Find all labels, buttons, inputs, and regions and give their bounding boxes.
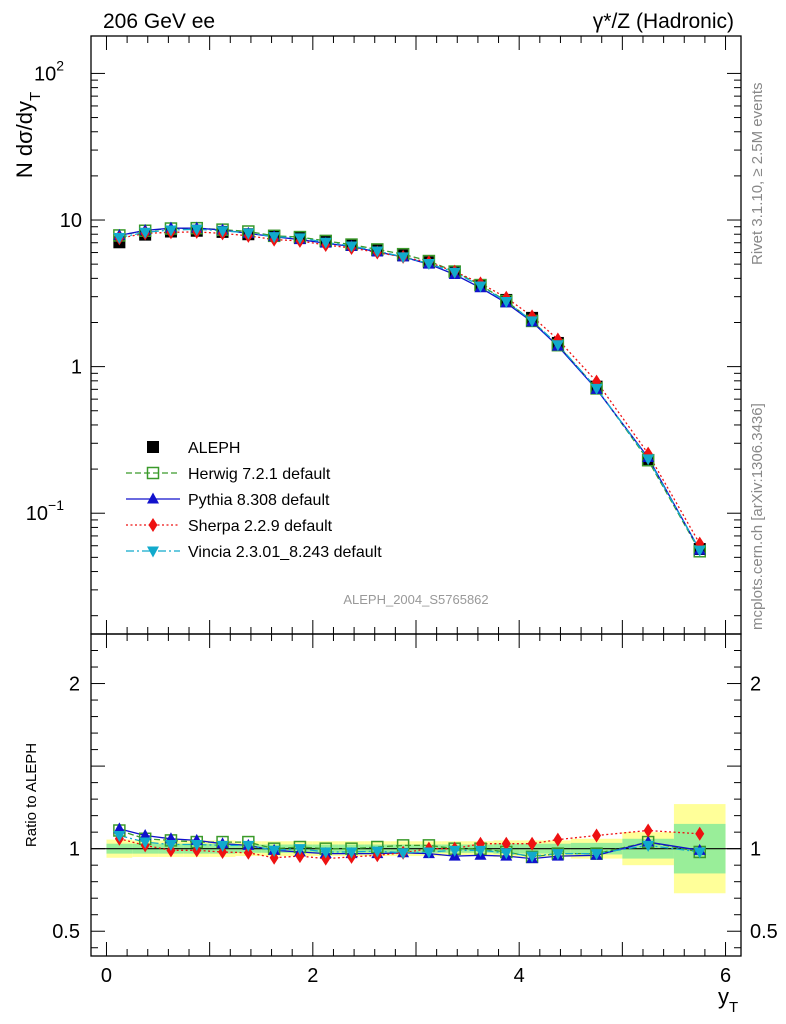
point-vincia-2-3-01-8-243-default bbox=[164, 225, 177, 237]
point-vincia-2-3-01-8-243-default bbox=[371, 246, 384, 258]
point-vincia-2-3-01-8-243-default bbox=[190, 224, 203, 236]
point-vincia-2-3-01-8-243-default bbox=[139, 227, 152, 239]
legend-marker-pythia-8-308-default bbox=[147, 492, 159, 504]
header-left: 206 GeV ee bbox=[103, 10, 215, 33]
legend-label-pythia-8-308-default: Pythia 8.308 default bbox=[188, 492, 330, 509]
ratio-point-sherpa-2-2-9-default bbox=[269, 850, 279, 865]
x-tick-label: 0 bbox=[101, 965, 112, 987]
ratio-point-vincia-2-3-01-8-243-default bbox=[190, 840, 203, 852]
legend-label-vincia-2-3-01-8-243-default: Vincia 2.3.01_8.243 default bbox=[188, 544, 382, 561]
point-vincia-2-3-01-8-243-default bbox=[448, 267, 461, 279]
ratio-point-vincia-2-3-01-8-243-default bbox=[319, 847, 332, 859]
main-ylabel: N dσ/dyT bbox=[12, 92, 44, 178]
ratio-frame bbox=[90, 633, 742, 957]
x-tick-label: 4 bbox=[514, 965, 525, 987]
ratio-y-tick-label-right: 2 bbox=[750, 674, 761, 696]
ratio-xlabel: yT bbox=[718, 984, 738, 1016]
point-vincia-2-3-01-8-243-default bbox=[242, 228, 255, 240]
point-vincia-2-3-01-8-243-default bbox=[500, 297, 513, 309]
ratio-point-vincia-2-3-01-8-243-default bbox=[590, 849, 603, 861]
point-vincia-2-3-01-8-243-default bbox=[113, 232, 126, 244]
ratio-y-tick-label-right: 0.5 bbox=[750, 921, 778, 943]
ratio-point-sherpa-2-2-9-default bbox=[295, 849, 305, 864]
point-vincia-2-3-01-8-243-default bbox=[474, 281, 487, 293]
y-tick-label: 102 bbox=[34, 57, 64, 85]
point-vincia-2-3-01-8-243-default bbox=[642, 454, 655, 466]
legend-marker-aleph bbox=[147, 441, 159, 453]
ratio-point-vincia-2-3-01-8-243-default bbox=[242, 840, 255, 852]
ratio-y-tick-label: 2 bbox=[69, 674, 80, 696]
legend-label-aleph: ALEPH bbox=[188, 440, 240, 457]
point-vincia-2-3-01-8-243-default bbox=[590, 383, 603, 395]
legend-marker-sherpa-2-2-9-default bbox=[148, 518, 158, 532]
ratio-point-pythia-8-308-default bbox=[139, 828, 152, 840]
point-vincia-2-3-01-8-243-default bbox=[293, 233, 306, 245]
ratio-point-vincia-2-3-01-8-243-default bbox=[216, 840, 229, 852]
ratio-ylabel: Ratio to ALEPH bbox=[23, 743, 40, 847]
point-vincia-2-3-01-8-243-default bbox=[268, 232, 281, 244]
ratio-point-vincia-2-3-01-8-243-default bbox=[422, 847, 435, 859]
legend-label-herwig-7-2-1-default: Herwig 7.2.1 default bbox=[188, 466, 331, 483]
ratio-point-sherpa-2-2-9-default bbox=[243, 845, 253, 860]
ratio-point-vincia-2-3-01-8-243-default bbox=[293, 844, 306, 856]
ratio-y-tick-label-right: 1 bbox=[750, 839, 761, 861]
ratio-point-sherpa-2-2-9-default bbox=[553, 832, 563, 847]
ratio-panel: 0.5 0.5 1 1 2 2 0 2 4 6 Ratio to ALEPH yT bbox=[23, 633, 778, 1016]
analysis-id: ALEPH_2004_S5765862 bbox=[343, 592, 488, 607]
x-tick-label: 6 bbox=[720, 965, 731, 987]
ratio-y-tick-label: 0.5 bbox=[52, 921, 80, 943]
ratio-point-vincia-2-3-01-8-243-default bbox=[693, 847, 706, 859]
ratio-point-vincia-2-3-01-8-243-default bbox=[474, 845, 487, 857]
x-tick-label: 2 bbox=[307, 965, 318, 987]
ratio-y-tick-label: 1 bbox=[69, 839, 80, 861]
ratio-point-sherpa-2-2-9-default bbox=[592, 828, 602, 843]
ratio-point-vincia-2-3-01-8-243-default bbox=[345, 847, 358, 859]
ratio-point-sherpa-2-2-9-default bbox=[695, 826, 705, 841]
legend-marker-vincia-2-3-01-8-243-default bbox=[147, 546, 159, 558]
legend-label-sherpa-2-2-9-default: Sherpa 2.2.9 default bbox=[188, 518, 333, 535]
ratio-point-vincia-2-3-01-8-243-default bbox=[397, 848, 410, 860]
ratio-point-vincia-2-3-01-8-243-default bbox=[642, 840, 655, 852]
point-vincia-2-3-01-8-243-default bbox=[422, 259, 435, 271]
point-vincia-2-3-01-8-243-default bbox=[216, 226, 229, 238]
point-vincia-2-3-01-8-243-default bbox=[345, 241, 358, 253]
y-tick-label: 1 bbox=[71, 357, 82, 379]
ratio-point-vincia-2-3-01-8-243-default bbox=[139, 837, 152, 849]
point-vincia-2-3-01-8-243-default bbox=[397, 252, 410, 264]
legend: ALEPH Herwig 7.2.1 default Pythia 8.308 de… bbox=[126, 440, 382, 561]
rivet-label: Rivet 3.1.10, ≥ 2.5M events bbox=[749, 83, 766, 266]
ratio-point-vincia-2-3-01-8-243-default bbox=[551, 849, 564, 861]
y-tick-label: 10−1 bbox=[26, 497, 64, 525]
ratio-point-sherpa-2-2-9-default bbox=[501, 836, 511, 851]
ratio-line-sherpa-2-2-9-default bbox=[119, 829, 700, 860]
ratio-point-sherpa-2-2-9-default bbox=[643, 823, 653, 838]
y-tick-label: 10 bbox=[60, 210, 82, 232]
point-vincia-2-3-01-8-243-default bbox=[693, 545, 706, 557]
header-right: γ*/Z (Hadronic) bbox=[593, 10, 734, 33]
legend-marker-herwig-7-2-1-default bbox=[146, 466, 160, 480]
ratio-point-sherpa-2-2-9-default bbox=[321, 851, 331, 866]
ratio-point-sherpa-2-2-9-default bbox=[218, 844, 228, 859]
ratio-point-vincia-2-3-01-8-243-default bbox=[448, 845, 461, 857]
ratio-point-vincia-2-3-01-8-243-default bbox=[371, 846, 384, 858]
ratio-point-vincia-2-3-01-8-243-default bbox=[268, 845, 281, 857]
point-vincia-2-3-01-8-243-default bbox=[526, 316, 539, 328]
ratio-point-pythia-8-308-default bbox=[113, 822, 126, 834]
ratio-point-vincia-2-3-01-8-243-default bbox=[500, 848, 513, 860]
ratio-point-sherpa-2-2-9-default bbox=[527, 836, 537, 851]
series-line-sherpa-2-2-9-default bbox=[119, 231, 701, 545]
ratio-point-vincia-2-3-01-8-243-default bbox=[113, 830, 126, 842]
ratio-point-vincia-2-3-01-8-243-default bbox=[164, 840, 177, 852]
mcplots-label: mcplots.cern.ch [arXiv:1306.3436] bbox=[749, 403, 766, 630]
point-vincia-2-3-01-8-243-default bbox=[551, 340, 564, 352]
ratio-point-vincia-2-3-01-8-243-default bbox=[526, 851, 539, 863]
point-vincia-2-3-01-8-243-default bbox=[319, 237, 332, 249]
